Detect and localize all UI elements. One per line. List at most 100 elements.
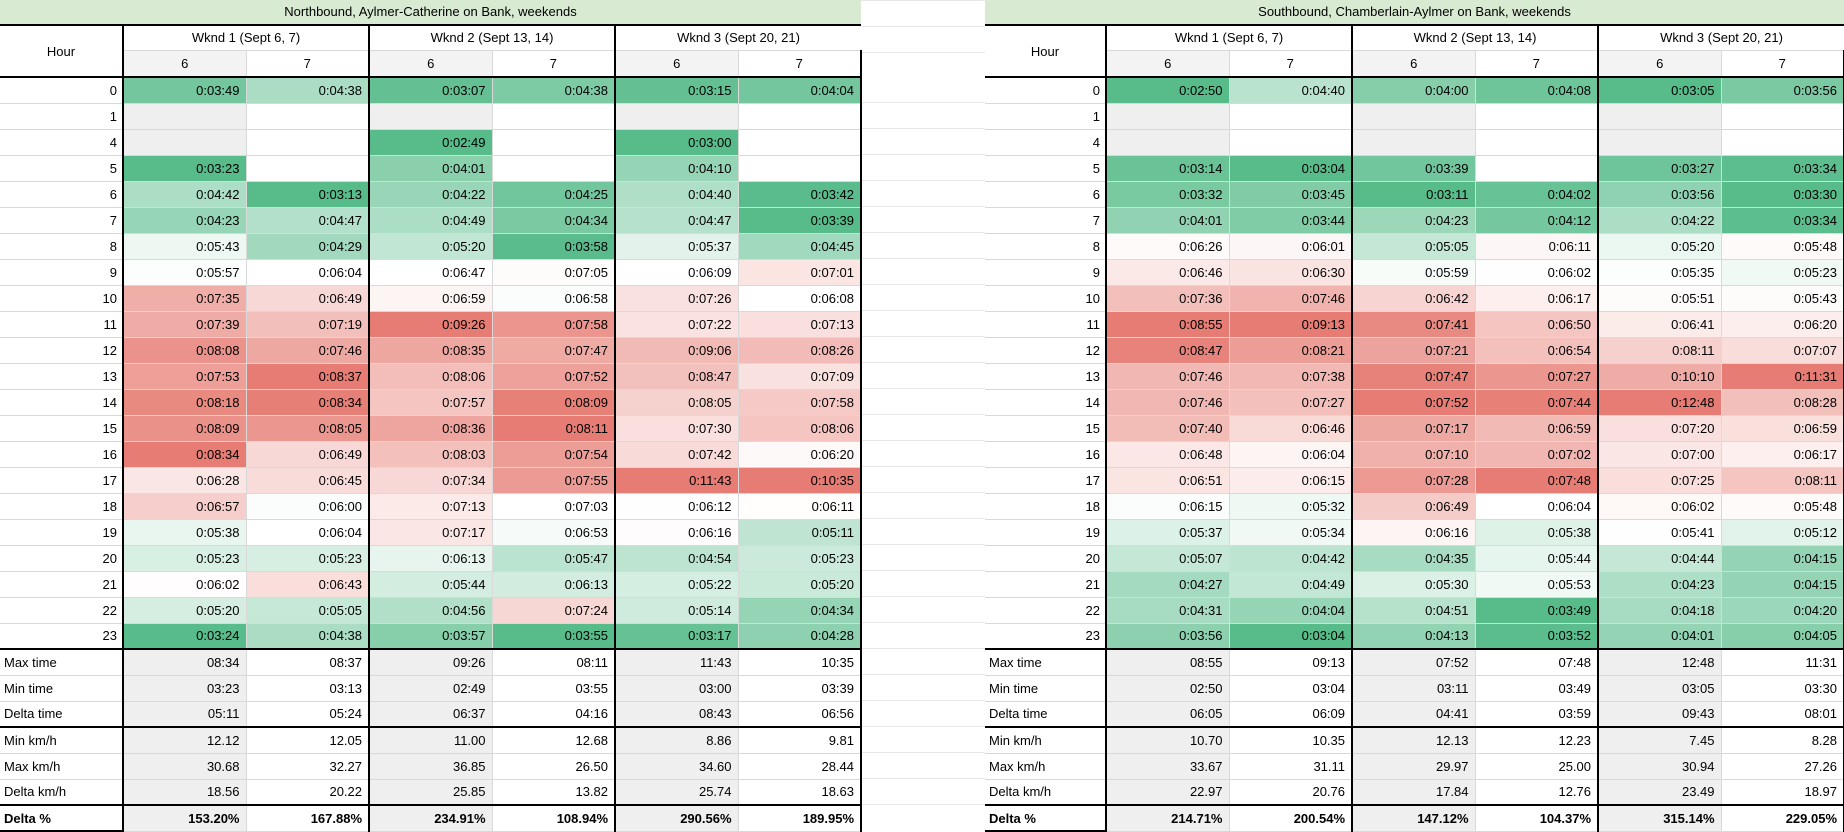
summary-value-cell[interactable]: 12.23 [1474, 726, 1599, 754]
time-cell[interactable]: 0:06:53 [491, 519, 616, 546]
summary-label-cell[interactable]: Delta km/h [985, 779, 1107, 806]
time-cell[interactable]: 0:05:11 [737, 519, 863, 546]
time-cell[interactable]: 0:04:38 [245, 77, 370, 104]
time-cell[interactable]: 0:07:53 [122, 363, 246, 390]
time-cell[interactable]: 0:04:49 [1228, 571, 1353, 598]
time-cell[interactable]: 0:07:52 [491, 363, 616, 390]
time-cell[interactable]: 0:07:26 [614, 285, 739, 312]
time-cell[interactable]: 0:04:49 [368, 207, 493, 234]
summary-value-cell[interactable]: 33.67 [1105, 753, 1229, 780]
time-cell[interactable]: 0:04:20 [1720, 597, 1844, 624]
time-cell[interactable]: 0:07:07 [1720, 337, 1844, 364]
time-cell[interactable] [1597, 103, 1722, 130]
time-cell[interactable]: 0:04:51 [1351, 597, 1476, 624]
time-cell[interactable]: 0:06:20 [737, 441, 863, 468]
time-cell[interactable]: 0:04:56 [368, 597, 493, 624]
day-header-cell[interactable]: 6 [614, 50, 739, 78]
time-cell[interactable]: 0:04:38 [245, 623, 370, 650]
day-header-cell[interactable]: 7 [245, 50, 370, 78]
time-cell[interactable]: 0:06:46 [1105, 259, 1229, 286]
time-cell[interactable]: 0:03:42 [737, 181, 863, 208]
time-cell[interactable]: 0:06:15 [1228, 467, 1353, 494]
time-cell[interactable]: 0:04:34 [491, 207, 616, 234]
time-cell[interactable]: 0:04:18 [1597, 597, 1722, 624]
summary-value-cell[interactable]: 25.85 [368, 779, 493, 806]
time-cell[interactable]: 0:07:10 [1351, 441, 1476, 468]
time-cell[interactable] [1228, 129, 1353, 156]
time-cell[interactable]: 0:03:04 [1228, 623, 1353, 650]
summary-value-cell[interactable]: 13.82 [491, 779, 616, 806]
time-cell[interactable]: 0:03:00 [614, 129, 739, 156]
summary-value-cell[interactable]: 108.94% [491, 804, 616, 832]
time-cell[interactable]: 0:04:00 [1351, 77, 1476, 104]
time-cell[interactable]: 0:06:16 [614, 519, 739, 546]
summary-value-cell[interactable]: 25.00 [1474, 753, 1599, 780]
summary-value-cell[interactable]: 04:16 [491, 701, 616, 728]
time-cell[interactable]: 0:04:47 [245, 207, 370, 234]
time-cell[interactable]: 0:06:50 [1474, 311, 1599, 338]
summary-value-cell[interactable]: 104.37% [1474, 804, 1599, 832]
time-cell[interactable]: 0:06:04 [1228, 441, 1353, 468]
time-cell[interactable]: 0:12:48 [1597, 389, 1722, 416]
time-cell[interactable]: 0:05:51 [1597, 285, 1722, 312]
time-cell[interactable]: 0:06:11 [1474, 233, 1599, 260]
time-cell[interactable]: 0:06:17 [1720, 441, 1844, 468]
summary-value-cell[interactable]: 22.97 [1105, 779, 1229, 806]
time-cell[interactable]: 0:04:45 [737, 233, 863, 260]
time-cell[interactable]: 0:07:48 [1474, 467, 1599, 494]
hour-cell[interactable]: 11 [0, 311, 124, 338]
time-cell[interactable]: 0:03:05 [1597, 77, 1722, 104]
summary-value-cell[interactable]: 30.68 [122, 753, 246, 780]
time-cell[interactable]: 0:07:03 [491, 493, 616, 520]
hour-cell[interactable]: 11 [985, 311, 1107, 338]
time-cell[interactable] [245, 155, 370, 182]
summary-value-cell[interactable]: 08:55 [1105, 649, 1229, 676]
time-cell[interactable]: 0:08:47 [614, 363, 739, 390]
time-cell[interactable]: 0:06:30 [1228, 259, 1353, 286]
time-cell[interactable]: 0:08:05 [614, 389, 739, 416]
time-cell[interactable]: 0:03:58 [491, 233, 616, 260]
day-header-cell[interactable]: 6 [368, 50, 493, 78]
summary-value-cell[interactable]: 214.71% [1105, 804, 1229, 832]
time-cell[interactable]: 0:06:15 [1105, 493, 1229, 520]
time-cell[interactable]: 0:08:08 [122, 337, 246, 364]
hour-header-cell[interactable]: Hour [0, 26, 124, 78]
time-cell[interactable]: 0:03:49 [1474, 597, 1599, 624]
summary-value-cell[interactable]: 08:11 [491, 649, 616, 676]
summary-value-cell[interactable]: 02:49 [368, 675, 493, 702]
group-header-cell[interactable]: Wknd 1 (Sept 6, 7) [1104, 26, 1353, 51]
summary-value-cell[interactable]: 10:35 [737, 649, 863, 676]
time-cell[interactable]: 0:07:25 [1597, 467, 1722, 494]
hour-cell[interactable]: 4 [0, 129, 124, 156]
time-cell[interactable] [491, 103, 616, 130]
time-cell[interactable]: 0:07:21 [1351, 337, 1476, 364]
hour-cell[interactable]: 16 [0, 441, 124, 468]
time-cell[interactable]: 0:08:09 [122, 415, 246, 442]
summary-value-cell[interactable]: 20.22 [245, 779, 370, 806]
summary-value-cell[interactable]: 03:30 [1720, 675, 1844, 702]
summary-value-cell[interactable]: 27.26 [1720, 753, 1844, 780]
time-cell[interactable]: 0:10:10 [1597, 363, 1722, 390]
day-header-cell[interactable]: 6 [1597, 50, 1722, 78]
time-cell[interactable]: 0:06:02 [1474, 259, 1599, 286]
time-cell[interactable]: 0:03:07 [368, 77, 493, 104]
time-cell[interactable]: 0:06:01 [1228, 233, 1353, 260]
summary-value-cell[interactable]: 06:09 [1228, 701, 1353, 728]
time-cell[interactable]: 0:06:20 [1720, 311, 1844, 338]
summary-value-cell[interactable]: 26.50 [491, 753, 616, 780]
hour-cell[interactable]: 8 [0, 233, 124, 260]
time-cell[interactable]: 0:04:01 [1597, 623, 1722, 650]
time-cell[interactable]: 0:03:17 [614, 623, 739, 650]
time-cell[interactable]: 0:06:28 [122, 467, 246, 494]
time-cell[interactable]: 0:05:44 [1474, 545, 1599, 572]
summary-label-cell[interactable]: Min time [0, 675, 124, 702]
time-cell[interactable]: 0:07:13 [737, 311, 863, 338]
time-cell[interactable]: 0:05:20 [122, 597, 246, 624]
time-cell[interactable] [491, 129, 616, 156]
day-header-cell[interactable]: 6 [1105, 50, 1229, 78]
time-cell[interactable]: 0:04:25 [491, 181, 616, 208]
time-cell[interactable] [1720, 129, 1844, 156]
time-cell[interactable]: 0:07:46 [1105, 363, 1229, 390]
time-cell[interactable]: 0:07:46 [245, 337, 370, 364]
hour-cell[interactable]: 20 [985, 545, 1107, 572]
